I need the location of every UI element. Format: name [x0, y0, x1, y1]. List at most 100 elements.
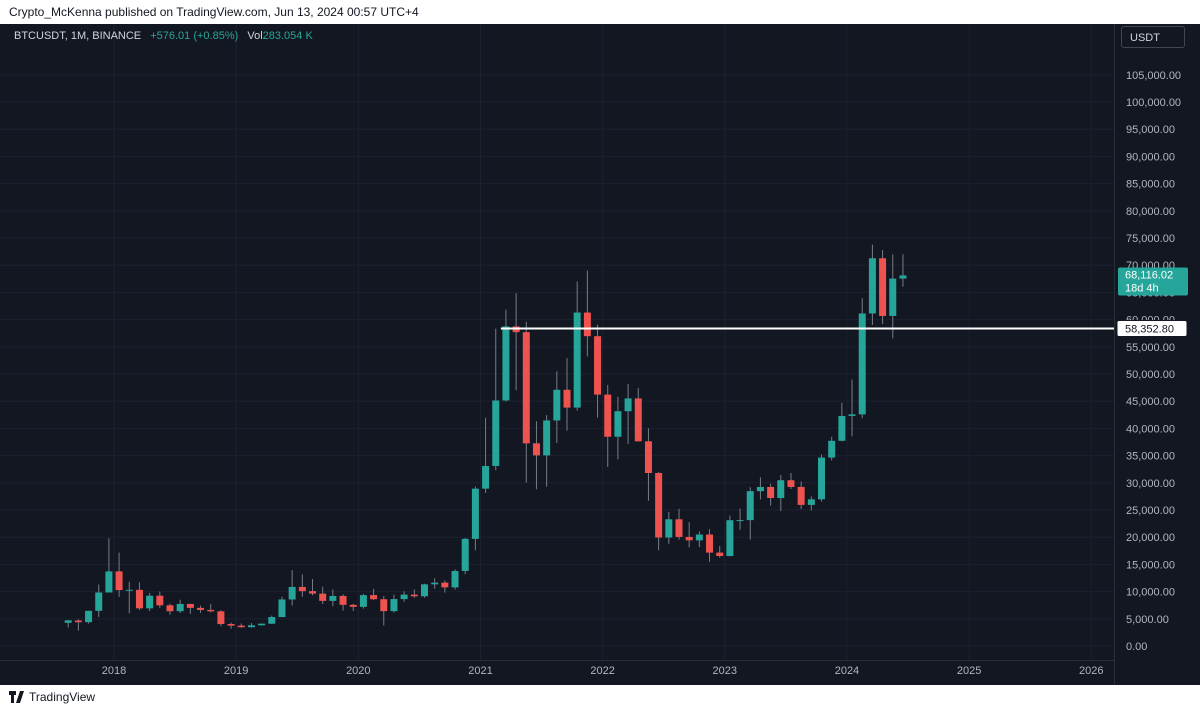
candle-body [309, 591, 317, 594]
candle-body [889, 278, 897, 316]
candle-body [217, 611, 225, 625]
currency-selector[interactable]: USDT [1121, 26, 1185, 48]
candle-body [339, 595, 347, 605]
volume-label: Vol [247, 30, 263, 42]
candle-body [634, 398, 642, 442]
candle-body [85, 610, 93, 623]
candle-body [716, 552, 724, 557]
time-tick-label: 2025 [957, 665, 981, 677]
candle-body [553, 389, 561, 421]
candle [512, 293, 520, 391]
change-value: +576.01 (+0.85%) [150, 30, 239, 42]
candle [532, 421, 540, 490]
candle [166, 603, 174, 615]
candle [237, 623, 245, 628]
candle [675, 508, 683, 540]
candle-body [868, 258, 876, 314]
candle-body [604, 394, 612, 437]
candle-body [237, 625, 245, 628]
price-tick-label: 85,000.00 [1126, 179, 1175, 191]
candle-body [563, 389, 571, 408]
price-axis[interactable]: 0.00 5,000.00 10,000.00 15,000.00 20,000.00 2… [1114, 24, 1182, 685]
candle-body [482, 465, 490, 489]
price-tick-label: 105,000.00 [1126, 70, 1181, 82]
candle-body [787, 480, 795, 487]
candle-body [115, 571, 123, 591]
candle-body [95, 592, 103, 611]
candle-body [879, 258, 887, 316]
time-tick-label: 2020 [346, 665, 370, 677]
symbol-legend: BTCUSDT, 1M, BINANCE +576.01 (+0.85%) Vo… [14, 30, 313, 42]
candle [868, 244, 876, 326]
time-axis[interactable]: 2018 2019 2020 2021 2022 2023 2024 2025 2026 [0, 660, 1114, 678]
candlestick-chart[interactable]: 0.00 5,000.00 10,000.00 15,000.00 20,000.00 2… [0, 24, 1200, 685]
candle [777, 475, 785, 512]
candle-body [818, 457, 826, 500]
candle-body [298, 586, 306, 592]
candle-body [329, 595, 337, 601]
price-tick-label: 35,000.00 [1126, 451, 1175, 463]
candle [502, 309, 510, 402]
price-tick-label: 15,000.00 [1126, 559, 1175, 571]
candle-body [197, 607, 205, 610]
candle [268, 615, 276, 624]
candle-body [848, 414, 856, 416]
candle-body [400, 594, 408, 600]
candle [451, 569, 459, 590]
candle-body [166, 605, 174, 612]
candle [787, 472, 795, 489]
candle-body [726, 520, 734, 557]
candle [441, 580, 449, 593]
price-tick-label: 40,000.00 [1126, 423, 1175, 435]
candle [583, 270, 591, 357]
candle-body [807, 499, 815, 505]
candle-body [451, 570, 459, 588]
time-tick-label: 2022 [590, 665, 614, 677]
tradingview-brand[interactable]: TradingView [9, 690, 95, 704]
candle [319, 586, 327, 605]
candle [644, 428, 652, 501]
price-tick-label: 0.00 [1126, 641, 1147, 653]
candle [471, 486, 479, 551]
time-tick-label: 2018 [102, 665, 126, 677]
candle-body [380, 599, 388, 612]
candle [349, 603, 357, 611]
time-tick-label: 2024 [835, 665, 859, 677]
grid-layer [0, 24, 1114, 660]
price-tick-label: 75,000.00 [1126, 233, 1175, 245]
candle-body [736, 520, 744, 522]
candle-body [268, 617, 276, 624]
candle-body [370, 595, 378, 600]
candle [64, 620, 72, 628]
candle-body [543, 420, 551, 456]
candle-body [247, 625, 255, 628]
candle-body [461, 538, 469, 571]
symbol-label[interactable]: BTCUSDT, 1M, BINANCE [14, 30, 142, 42]
candle [359, 593, 367, 609]
candle-body [431, 582, 439, 585]
candle [105, 538, 113, 593]
candle-body [410, 594, 418, 597]
candle [410, 589, 418, 598]
hline-price-marker [1116, 320, 1188, 338]
candle-body [258, 623, 266, 626]
candle [746, 487, 754, 540]
candle [858, 298, 866, 419]
brand-label: TradingView [29, 690, 96, 704]
candle [604, 384, 612, 467]
candle [695, 531, 703, 548]
candle-body [695, 534, 703, 541]
footer-bar: TradingView [0, 685, 1200, 711]
candle [482, 417, 490, 493]
candle [838, 402, 846, 442]
candle [889, 254, 897, 339]
candle-body [278, 599, 286, 618]
candle-body [125, 589, 133, 591]
candle [655, 472, 663, 551]
last-price-label: 68,116.02 [1125, 269, 1173, 281]
candle [716, 545, 724, 558]
volume-value: 283.054 K [262, 30, 313, 42]
candle-body [441, 582, 449, 588]
publisher-line: Crypto_McKenna published on TradingView.… [9, 5, 419, 19]
candle [176, 599, 184, 613]
